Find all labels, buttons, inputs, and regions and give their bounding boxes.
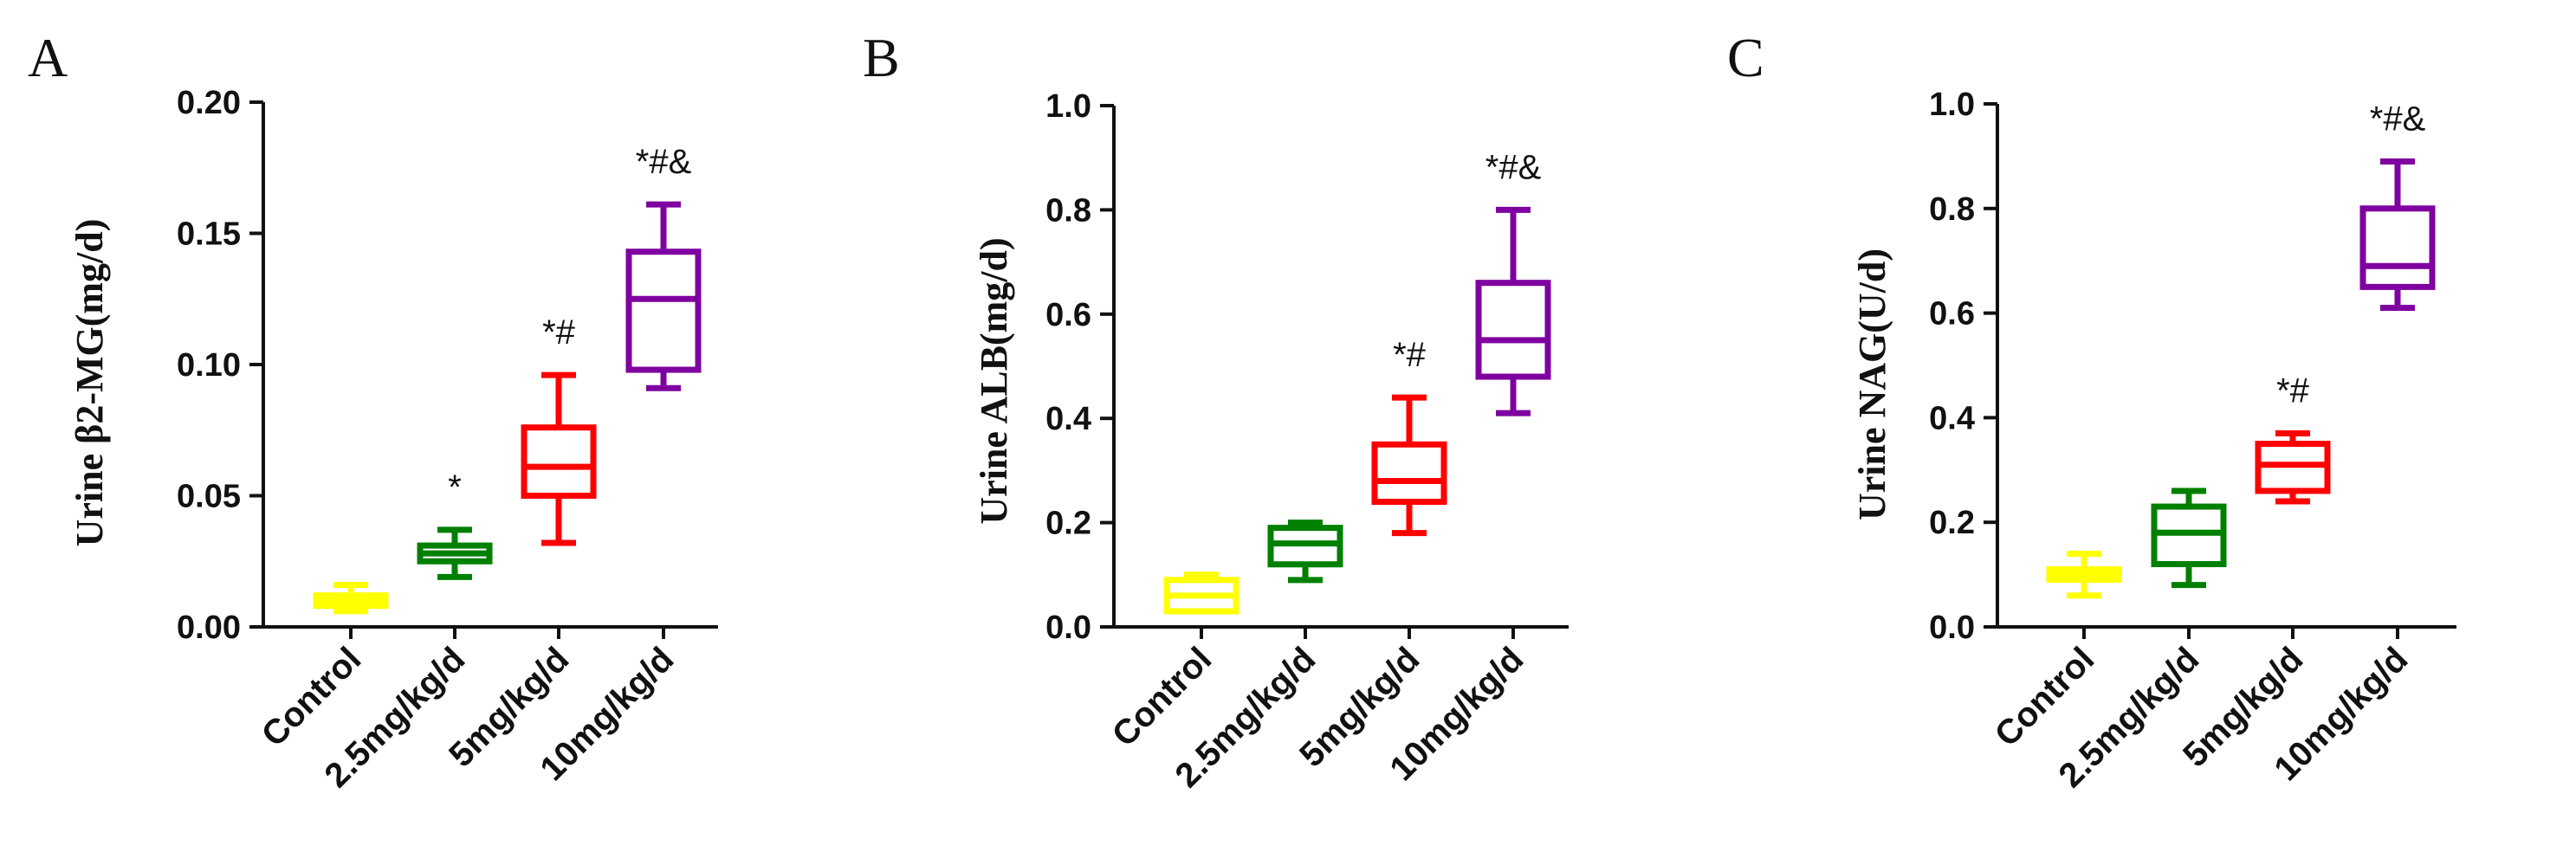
iqr-box (1475, 280, 1551, 380)
box-2 (2255, 430, 2331, 505)
box-3 (1475, 206, 1551, 416)
y-tick-label: 0.0 (1929, 610, 1975, 646)
box-0 (2046, 550, 2122, 599)
chart-panel-b: B Urine ALB(mg/d) 0.00.20.40.60.81.0Cont… (863, 27, 1569, 795)
significance-label: *#& (636, 143, 692, 181)
significance-label: *# (542, 313, 576, 352)
panel-letter-b: B (863, 27, 900, 88)
chart-panel-c: C Urine NAG(U/d) 0.00.20.40.60.81.0Contr… (1727, 27, 2456, 795)
significance-label: *# (1393, 336, 1427, 374)
significance-label: * (448, 468, 462, 507)
y-tick-label: 0.4 (1045, 401, 1091, 437)
y-tick-label: 0.6 (1045, 297, 1091, 333)
y-tick-label: 0.15 (177, 216, 241, 253)
box-2 (521, 371, 597, 546)
box-1 (417, 526, 493, 580)
box-1 (2151, 487, 2227, 589)
y-tick-label: 0.2 (1045, 506, 1091, 542)
iqr-box (625, 249, 702, 373)
iqr-box (1371, 441, 1447, 506)
y-tick-label: 0.4 (1929, 400, 1975, 436)
iqr-box (521, 424, 597, 499)
box-2 (1371, 394, 1447, 537)
y-tick-label: 0.6 (1929, 296, 1975, 332)
y-tick-label: 0.8 (1929, 191, 1975, 228)
box-3 (2359, 158, 2436, 312)
y-tick-label: 0.2 (1929, 505, 1975, 541)
panel-letter-a: A (28, 27, 68, 88)
y-tick-label: 0.10 (177, 347, 241, 384)
y-tick-label: 0.0 (1045, 610, 1091, 646)
box-1 (1267, 520, 1343, 584)
significance-label: *# (2276, 372, 2310, 410)
y-tick-label: 1.0 (1929, 87, 1975, 123)
y-axis-title-c: Urine NAG(U/d) (1851, 249, 1893, 520)
box-0 (1163, 571, 1239, 615)
y-tick-label: 1.0 (1045, 88, 1091, 125)
y-axis-title-b: Urine ALB(mg/d) (973, 237, 1015, 524)
y-axis-title-a: Urine β2-MG(mg/d) (68, 219, 111, 547)
y-tick-label: 0.00 (177, 610, 241, 646)
y-tick-label: 0.8 (1045, 192, 1091, 229)
significance-label: *#& (1485, 148, 1542, 186)
y-tick-label: 0.05 (177, 479, 241, 515)
significance-label: *#& (2370, 100, 2426, 138)
box-3 (625, 201, 702, 391)
iqr-box (2359, 205, 2436, 290)
panel-letter-c: C (1727, 27, 1764, 88)
y-tick-label: 0.20 (177, 85, 241, 121)
chart-panel-a: A Urine β2-MG(mg/d) 0.00 0.05 0.10 0.15 0.20… (28, 27, 718, 795)
box-0 (313, 582, 389, 615)
